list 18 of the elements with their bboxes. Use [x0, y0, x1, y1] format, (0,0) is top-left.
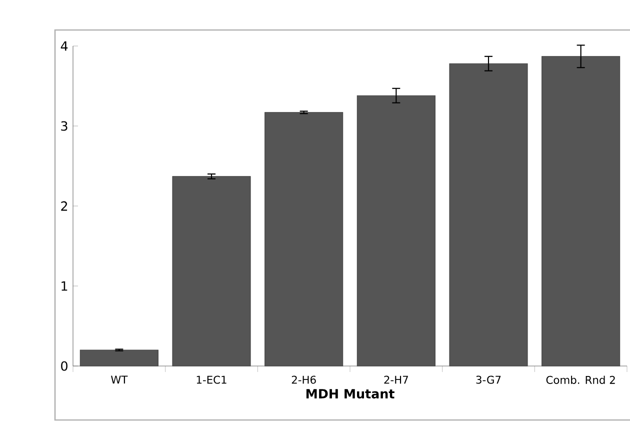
x-tick-label: 2-H7: [384, 376, 408, 384]
x-tick-label: 3-G7: [476, 376, 501, 384]
x-tick-label: WT: [110, 376, 128, 384]
bar: [542, 56, 620, 366]
bar: [80, 350, 158, 366]
bar: [172, 176, 251, 366]
y-tick-label: 4: [60, 41, 68, 51]
bar: [264, 112, 344, 366]
y-tick-label: 3: [61, 121, 68, 131]
y-tick-label: 1: [62, 281, 68, 291]
x-tick-label: 1-EC1: [196, 376, 226, 384]
bar: [449, 63, 528, 366]
y-tick-label: 0: [61, 361, 68, 371]
bar: [356, 95, 436, 366]
x-tick-label: 2-H6: [292, 376, 316, 384]
x-tick-label: Comb. Rnd 2: [546, 376, 615, 384]
x-axis-title: MDH Mutant: [306, 389, 394, 399]
y-tick-label: 2: [61, 201, 68, 211]
